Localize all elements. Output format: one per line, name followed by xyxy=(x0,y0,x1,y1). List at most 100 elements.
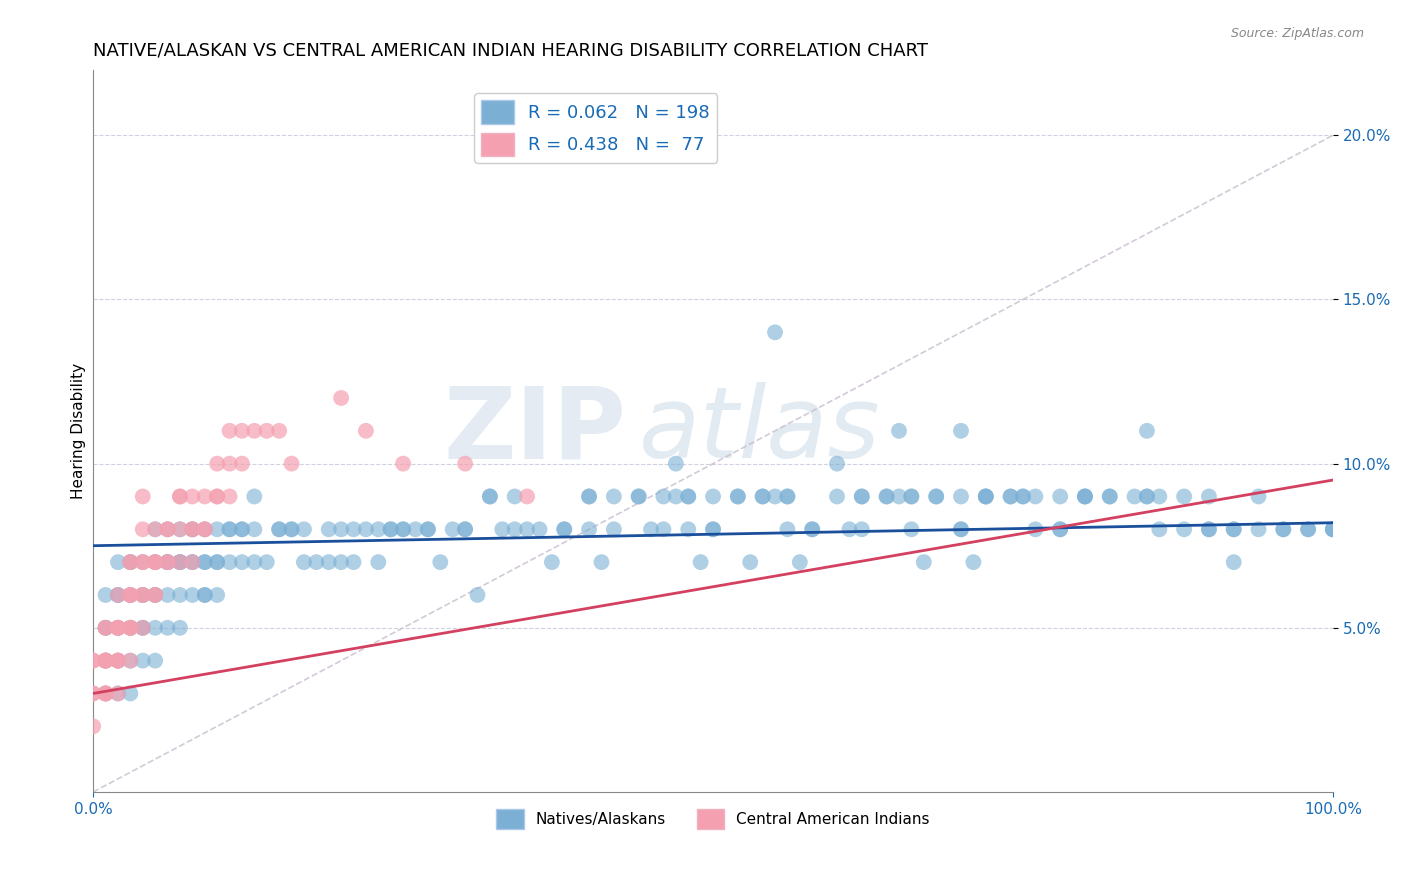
Point xyxy=(354,424,377,438)
Point xyxy=(591,555,613,569)
Point xyxy=(107,621,129,635)
Point xyxy=(1198,522,1220,536)
Point xyxy=(367,522,389,536)
Point xyxy=(516,490,538,504)
Point xyxy=(94,654,117,668)
Point xyxy=(1074,490,1097,504)
Point xyxy=(1136,424,1159,438)
Point xyxy=(280,457,302,471)
Point xyxy=(120,621,142,635)
Point xyxy=(416,522,439,536)
Point xyxy=(143,522,166,536)
Point xyxy=(94,654,117,668)
Point xyxy=(169,555,191,569)
Point xyxy=(1222,522,1244,536)
Point xyxy=(529,522,551,536)
Point xyxy=(143,555,166,569)
Point xyxy=(243,522,266,536)
Point xyxy=(380,522,402,536)
Point xyxy=(429,555,451,569)
Point xyxy=(763,326,786,340)
Point xyxy=(330,391,353,405)
Point xyxy=(503,522,526,536)
Point xyxy=(776,490,799,504)
Point xyxy=(132,555,155,569)
Point xyxy=(120,588,142,602)
Point xyxy=(94,654,117,668)
Point xyxy=(156,522,179,536)
Point xyxy=(838,522,860,536)
Point xyxy=(627,490,650,504)
Point xyxy=(143,588,166,602)
Point xyxy=(678,490,700,504)
Point xyxy=(1098,490,1121,504)
Point xyxy=(194,490,217,504)
Point xyxy=(441,522,464,536)
Point xyxy=(205,555,228,569)
Point xyxy=(143,555,166,569)
Point xyxy=(181,490,204,504)
Point xyxy=(342,555,364,569)
Point xyxy=(82,654,104,668)
Point xyxy=(94,686,117,700)
Point xyxy=(194,522,217,536)
Point xyxy=(243,555,266,569)
Point xyxy=(143,588,166,602)
Point xyxy=(194,588,217,602)
Point xyxy=(900,490,922,504)
Point xyxy=(1049,522,1071,536)
Point xyxy=(949,490,972,504)
Point xyxy=(1173,522,1195,536)
Point xyxy=(1222,555,1244,569)
Point xyxy=(974,490,997,504)
Point xyxy=(678,522,700,536)
Point xyxy=(305,555,328,569)
Point xyxy=(107,588,129,602)
Point xyxy=(107,686,129,700)
Point xyxy=(194,555,217,569)
Point xyxy=(269,522,291,536)
Point xyxy=(330,522,353,536)
Point xyxy=(94,621,117,635)
Point xyxy=(1024,490,1046,504)
Point xyxy=(181,522,204,536)
Point xyxy=(82,654,104,668)
Point xyxy=(392,457,415,471)
Point xyxy=(516,522,538,536)
Point xyxy=(194,522,217,536)
Point xyxy=(169,555,191,569)
Point xyxy=(169,555,191,569)
Point xyxy=(169,588,191,602)
Point xyxy=(665,457,688,471)
Point xyxy=(1012,490,1035,504)
Point xyxy=(1247,522,1270,536)
Point xyxy=(107,654,129,668)
Point xyxy=(665,490,688,504)
Point xyxy=(94,654,117,668)
Point xyxy=(1322,522,1344,536)
Point xyxy=(727,490,749,504)
Point xyxy=(94,621,117,635)
Point xyxy=(851,522,873,536)
Point xyxy=(603,522,626,536)
Point xyxy=(678,490,700,504)
Point xyxy=(280,522,302,536)
Point xyxy=(392,522,415,536)
Point xyxy=(107,654,129,668)
Point xyxy=(94,686,117,700)
Text: atlas: atlas xyxy=(638,383,880,479)
Point xyxy=(169,555,191,569)
Point xyxy=(107,588,129,602)
Point xyxy=(132,621,155,635)
Point xyxy=(94,654,117,668)
Point xyxy=(132,555,155,569)
Point xyxy=(603,490,626,504)
Point xyxy=(82,686,104,700)
Point xyxy=(181,555,204,569)
Point xyxy=(354,522,377,536)
Point xyxy=(727,490,749,504)
Point xyxy=(132,588,155,602)
Point xyxy=(120,621,142,635)
Point xyxy=(702,522,724,536)
Point xyxy=(205,522,228,536)
